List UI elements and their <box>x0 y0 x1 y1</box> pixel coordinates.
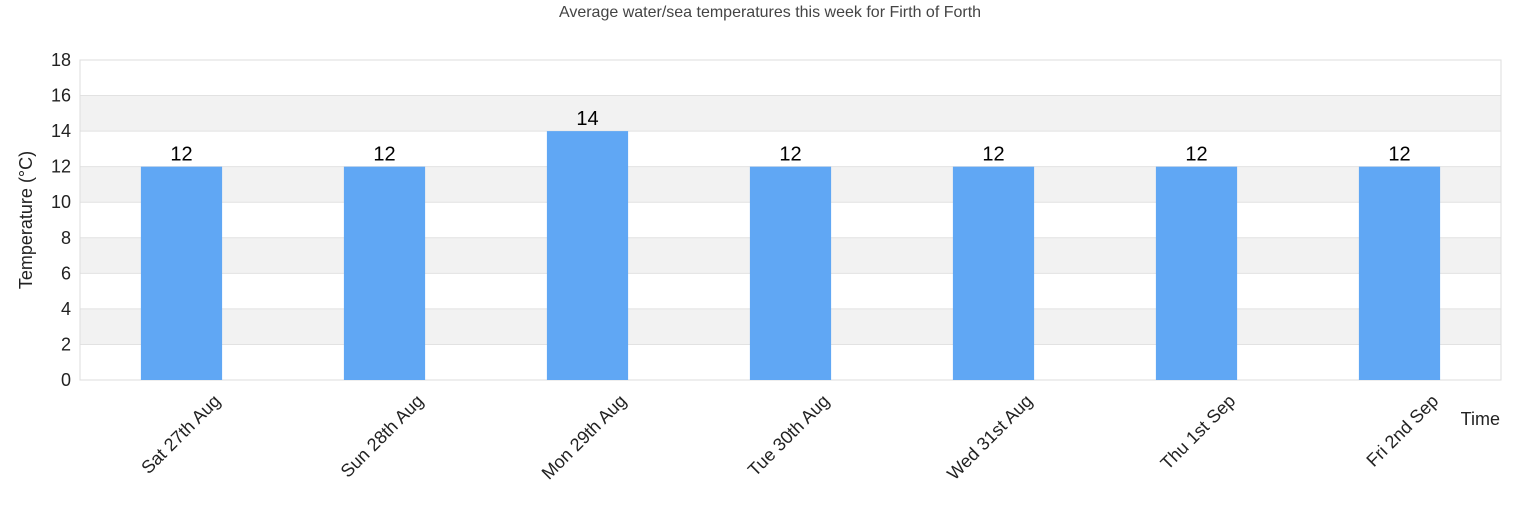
y-tick-label: 10 <box>51 192 71 212</box>
data-labels: 12 12 14 12 12 12 12 <box>170 108 1410 166</box>
bar-series <box>140 131 1441 380</box>
y-tick-label: 8 <box>61 228 71 248</box>
bar[interactable] <box>546 131 629 380</box>
x-tick-label: Sun 28th Aug <box>337 391 428 482</box>
x-tick-label: Wed 31st Aug <box>943 391 1036 484</box>
data-label: 12 <box>982 144 1004 166</box>
x-tick-label: Sat 27th Aug <box>137 391 224 478</box>
x-axis-label: Time <box>1461 409 1500 429</box>
y-tick-label: 2 <box>61 334 71 354</box>
y-tick-label: 0 <box>61 370 71 390</box>
bar[interactable] <box>343 166 426 380</box>
data-label: 14 <box>576 108 598 130</box>
y-tick-label: 16 <box>51 86 71 106</box>
y-tick-label: 12 <box>51 157 71 177</box>
x-axis-ticks: Sat 27th Aug Sun 28th Aug Mon 29th Aug Tue … <box>137 391 1442 484</box>
chart-title: Average water/sea temperatures this week… <box>559 4 981 21</box>
bar[interactable] <box>1358 166 1441 380</box>
data-label: 12 <box>1185 144 1207 166</box>
y-tick-label: 14 <box>51 121 71 141</box>
bar[interactable] <box>1155 166 1238 380</box>
x-tick-label: Mon 29th Aug <box>538 391 631 484</box>
y-tick-label: 4 <box>61 299 71 319</box>
data-label: 12 <box>1388 144 1410 166</box>
x-tick-label: Tue 30th Aug <box>744 391 833 480</box>
data-label: 12 <box>373 144 395 166</box>
bar[interactable] <box>952 166 1035 380</box>
bar[interactable] <box>749 166 832 380</box>
bar[interactable] <box>140 166 223 380</box>
x-tick-label: Thu 1st Sep <box>1157 391 1240 474</box>
data-label: 12 <box>170 144 192 166</box>
x-tick-label: Fri 2nd Sep <box>1362 391 1442 471</box>
y-axis-label: Temperature (°C) <box>16 151 36 289</box>
y-axis-ticks: 0 2 4 6 8 10 12 14 16 18 <box>51 50 71 390</box>
data-label: 12 <box>779 144 801 166</box>
grid-band <box>80 95 1501 132</box>
y-tick-label: 18 <box>51 50 71 70</box>
y-tick-label: 6 <box>61 263 71 283</box>
